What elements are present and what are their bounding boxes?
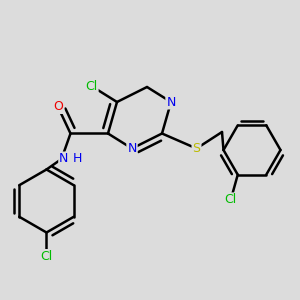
Text: Cl: Cl — [224, 194, 236, 206]
Text: O: O — [54, 100, 63, 113]
Text: Cl: Cl — [40, 250, 52, 263]
Text: Cl: Cl — [85, 80, 98, 94]
Text: H: H — [72, 152, 82, 166]
Text: N: N — [166, 95, 176, 109]
Text: N: N — [59, 152, 69, 166]
Text: N: N — [127, 142, 137, 155]
Text: S: S — [193, 142, 200, 155]
